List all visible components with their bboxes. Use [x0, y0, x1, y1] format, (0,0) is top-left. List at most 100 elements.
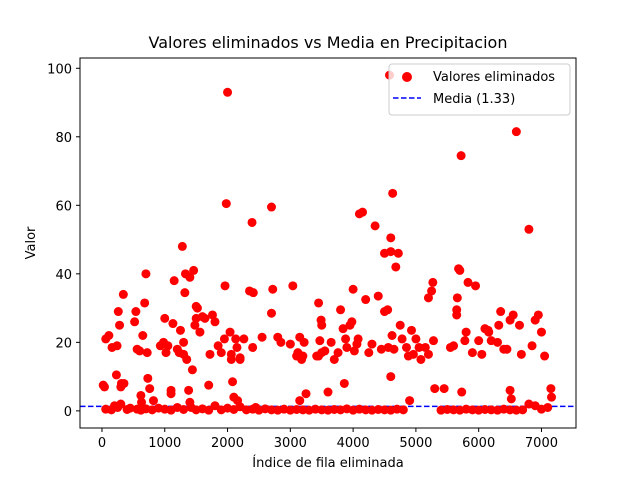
scatter-point: [336, 305, 346, 315]
legend-marker-points: [402, 72, 412, 82]
scatter-point: [223, 87, 233, 97]
scatter-point: [383, 305, 393, 315]
scatter-point: [547, 392, 557, 402]
x-axis-title: Índice de fila eliminada: [252, 455, 403, 471]
scatter-point: [187, 365, 197, 375]
scatter-point: [388, 188, 398, 198]
x-tick-label: 5000: [399, 436, 432, 451]
scatter-point: [508, 310, 518, 320]
scatter-point: [387, 331, 397, 340]
axes-border: [79, 57, 577, 429]
scatter-point: [221, 199, 231, 209]
scatter-point: [477, 349, 487, 359]
scatter-point: [99, 382, 109, 392]
scatter-point: [543, 402, 553, 412]
scatter-point: [333, 348, 343, 358]
scatter-point: [506, 394, 516, 404]
scatter-point: [527, 341, 537, 351]
scatter-point: [364, 348, 374, 358]
scatter-point: [361, 295, 371, 305]
scatter-point: [428, 336, 438, 346]
scatter-point: [125, 403, 135, 413]
scatter-point: [376, 344, 386, 354]
scatter-point: [143, 373, 153, 383]
scatter-point: [408, 349, 418, 359]
scatter-point: [516, 349, 526, 359]
scatter-point: [370, 221, 380, 231]
scatter-point: [169, 276, 179, 286]
scatter-point: [161, 348, 171, 358]
scatter-point: [398, 405, 408, 415]
scatter-point: [231, 334, 241, 344]
scatter-point: [496, 307, 506, 317]
scatter-point: [135, 346, 145, 356]
scatter-point: [288, 281, 298, 291]
scatter-point: [131, 307, 141, 317]
scatter-point: [427, 286, 437, 296]
scatter-point: [136, 390, 146, 400]
scatter-point: [474, 336, 484, 346]
scatter-point: [148, 396, 158, 406]
scatter-point: [505, 385, 515, 395]
scatter-point: [266, 308, 276, 318]
scatter-point: [225, 327, 235, 337]
x-tick-label: 2000: [211, 436, 244, 451]
scatter-point: [358, 207, 368, 217]
scatter-point: [142, 348, 152, 358]
scatter-point: [502, 344, 512, 354]
scatter-point: [115, 320, 125, 330]
scatter-point: [141, 269, 151, 279]
scatter-point: [177, 241, 187, 251]
scatter-point: [414, 342, 424, 352]
scatter-point: [299, 337, 309, 347]
scatter-point: [439, 384, 449, 394]
chart-title: Valores eliminados vs Media en Precipita…: [149, 33, 508, 52]
scatter-point: [416, 354, 426, 364]
scatter-point: [257, 332, 267, 342]
scatter-point: [184, 385, 194, 395]
scatter-point: [248, 342, 258, 352]
scatter-point: [329, 354, 339, 364]
scatter-point: [423, 293, 433, 303]
scatter-point: [484, 327, 494, 337]
scatter-point: [190, 320, 200, 330]
scatter-point: [207, 310, 217, 320]
scatter-point: [213, 341, 223, 351]
scatter-point: [428, 277, 438, 287]
scatter-point: [298, 351, 308, 361]
y-tick-label: 40: [55, 268, 72, 283]
legend: Valores eliminados Media (1.33): [388, 63, 571, 116]
scatter-point: [112, 341, 122, 351]
y-tick-label: 80: [55, 131, 72, 146]
scatter-point: [349, 346, 359, 356]
scatter-point: [342, 342, 352, 352]
x-tick-label: 6000: [462, 436, 495, 451]
scatter-point: [457, 387, 467, 397]
scatter-point: [338, 324, 348, 334]
scatter-point: [295, 396, 305, 406]
scatter-point: [315, 336, 325, 346]
scatter-point: [239, 334, 249, 344]
scatter-point: [204, 405, 214, 415]
scatter-point: [449, 341, 459, 351]
scatter-point: [232, 342, 242, 352]
scatter-point: [113, 307, 123, 317]
scatter-point: [471, 281, 481, 291]
scatter-point: [386, 233, 396, 243]
scatter-series: [98, 70, 557, 415]
scatter-point: [204, 380, 214, 390]
scatter-point: [119, 378, 129, 388]
y-axis-title: Valor: [24, 226, 39, 259]
scatter-point: [179, 337, 189, 347]
scatter-point: [111, 370, 121, 380]
scatter-point: [373, 291, 383, 301]
scatter-point: [216, 348, 226, 358]
legend-label-points: Valores eliminados: [433, 70, 555, 85]
scatter-point: [463, 277, 473, 287]
x-tick-label: 7000: [525, 436, 558, 451]
scatter-point: [536, 327, 546, 337]
y-tick-label: 20: [55, 336, 72, 351]
scatter-point: [182, 354, 192, 364]
scatter-point: [104, 331, 114, 340]
